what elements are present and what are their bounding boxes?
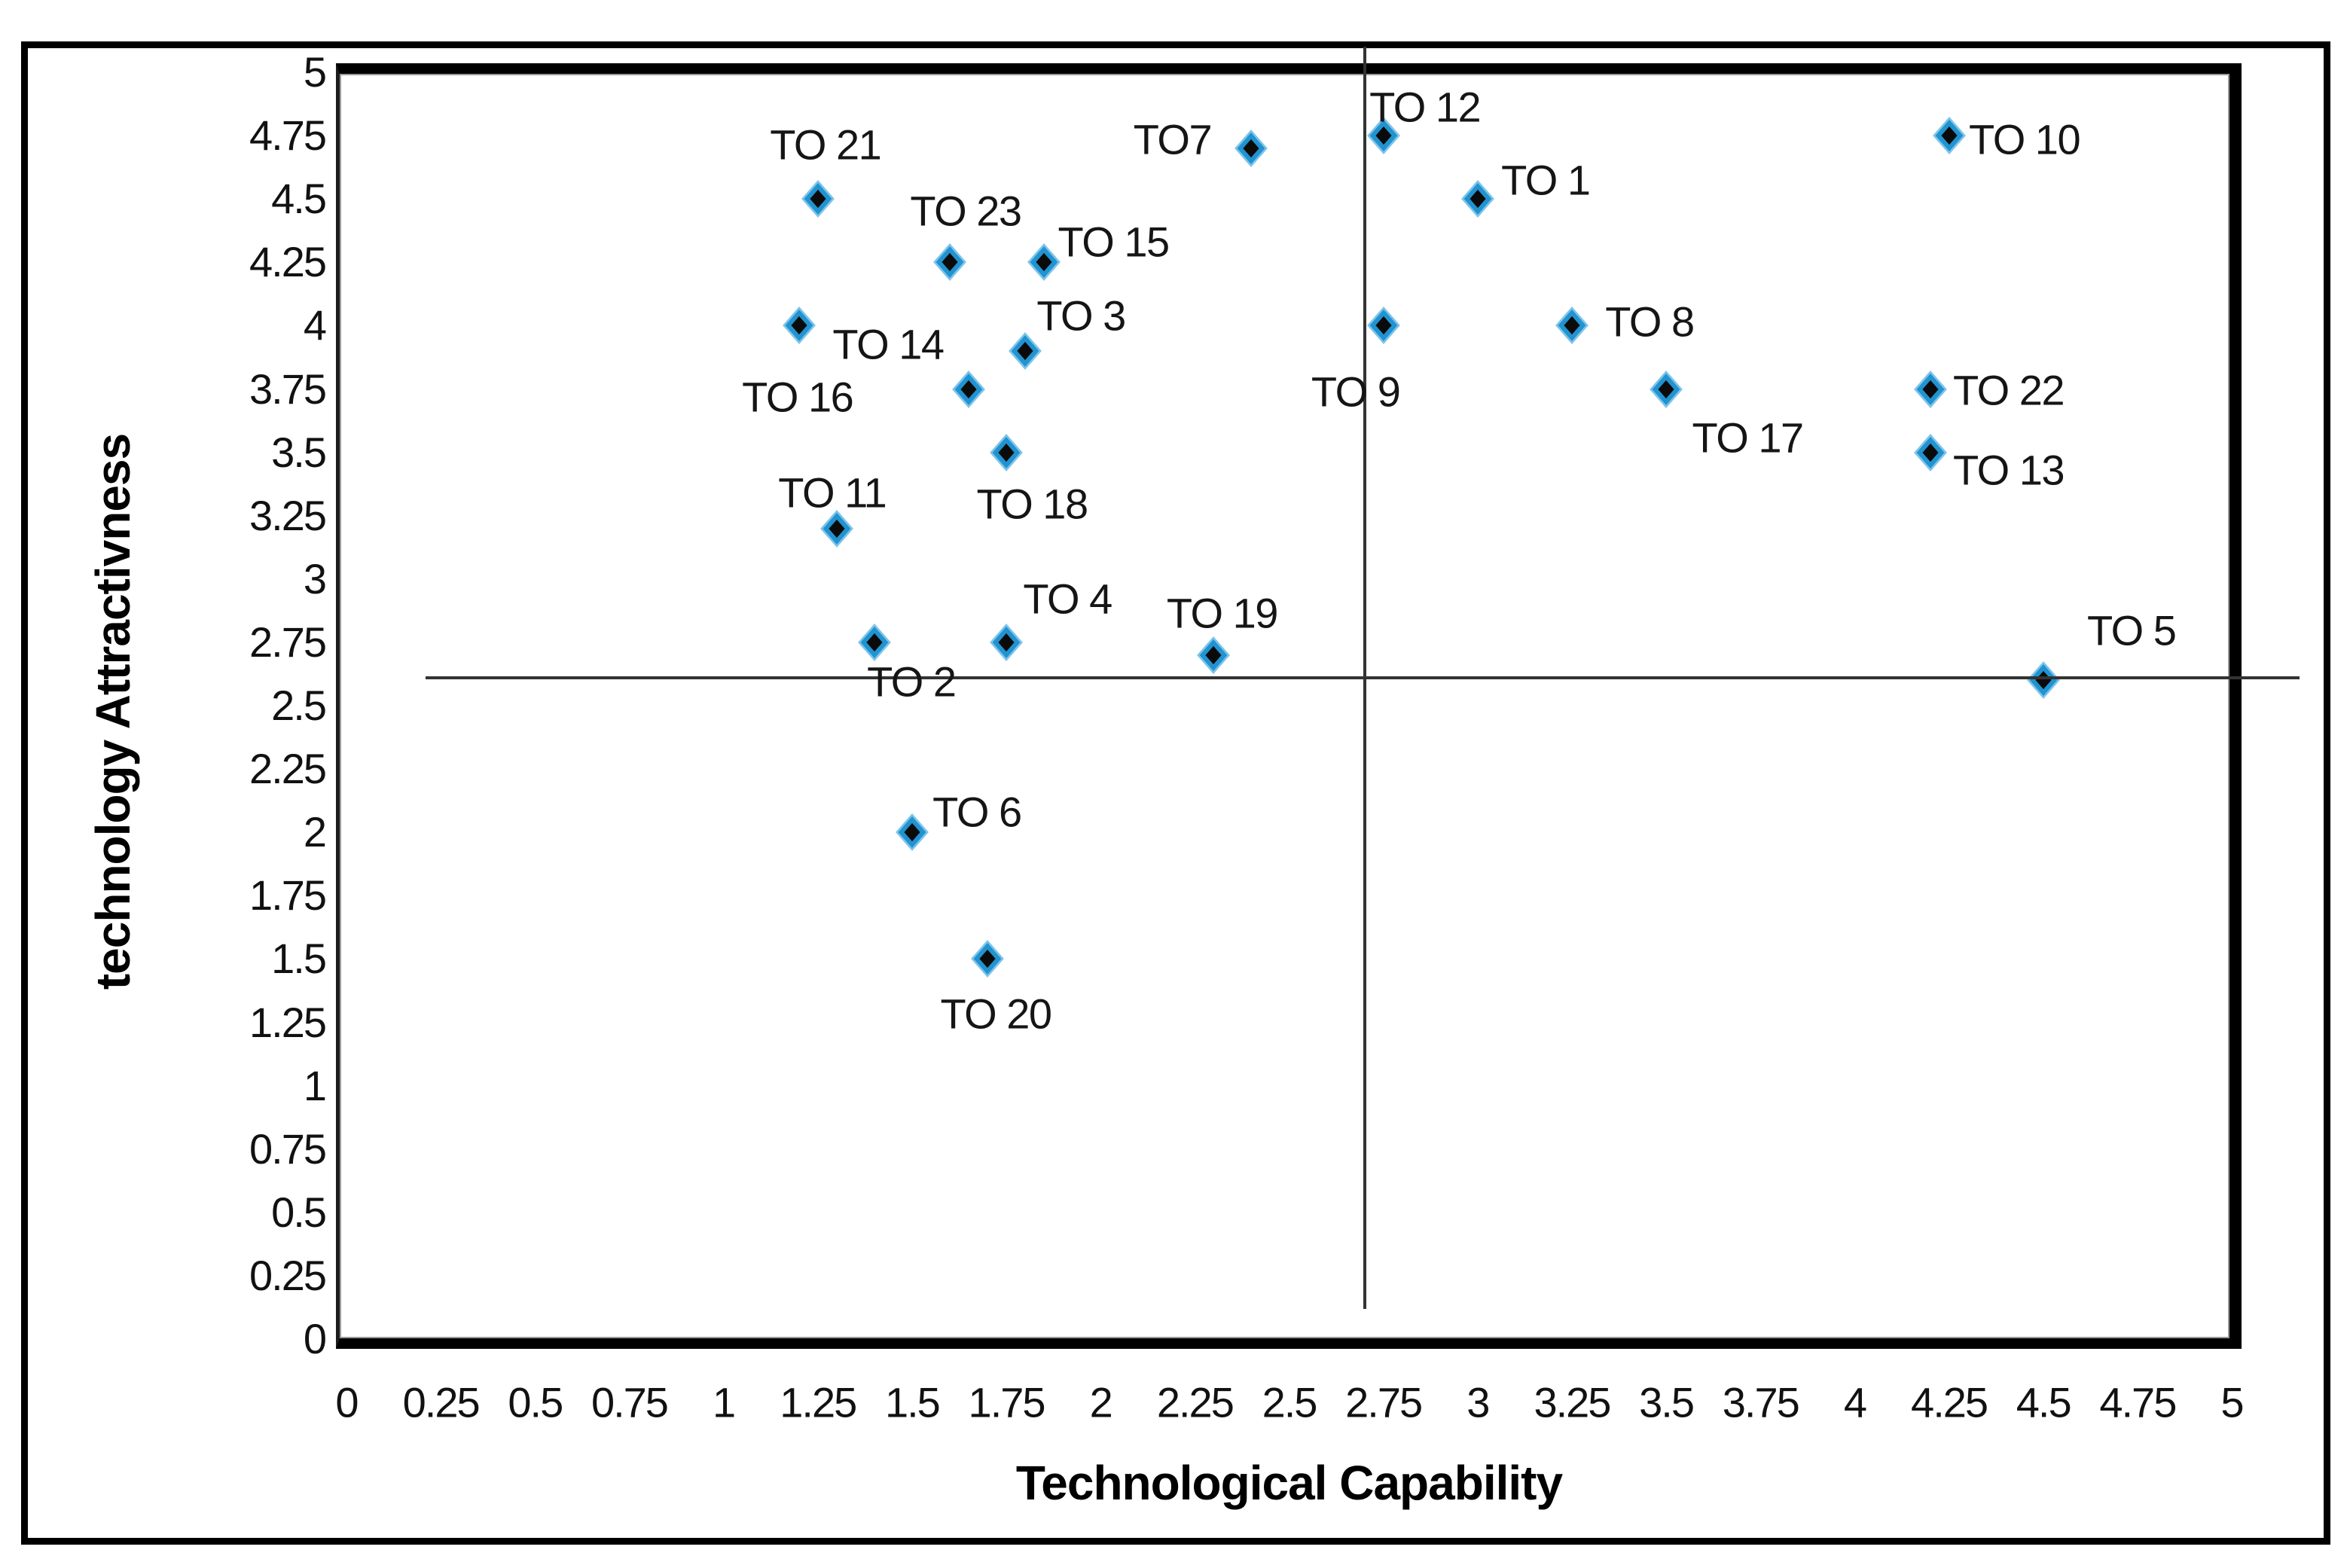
x-tick-label: 3.5: [1639, 1378, 1695, 1426]
data-point-label-TO-18: TO 18: [976, 480, 1088, 528]
y-tick-label: 1: [303, 1061, 327, 1109]
data-point-TO-17: [1647, 370, 1685, 408]
y-tick-label: 2.75: [249, 618, 327, 666]
data-point-TO-22: [1912, 370, 1949, 408]
data-point-TO-21: [799, 180, 837, 218]
horizontal-divider-line: [426, 676, 2300, 679]
x-tick-label: 0.25: [402, 1378, 481, 1426]
data-point-TO-2: [856, 623, 893, 661]
data-point-TO-18: [987, 433, 1025, 471]
data-point-label-TO-22: TO 22: [1952, 366, 2065, 413]
data-point-label-TO-8: TO 8: [1605, 297, 1695, 346]
y-tick-label: 3.75: [249, 365, 327, 413]
data-point-TO-23: [931, 243, 969, 282]
y-tick-label: 2.25: [249, 745, 327, 793]
y-tick-label: 4.25: [249, 238, 327, 286]
x-tick-label: 1.5: [884, 1378, 941, 1426]
data-point-TO-14: [950, 370, 987, 408]
data-point-TO-19: [1195, 636, 1232, 674]
x-axis-title: Technological Capability: [1015, 1456, 1563, 1510]
data-point-label-TO-13: TO 13: [1952, 446, 2065, 494]
x-tick-label: 1.25: [780, 1378, 857, 1426]
y-tick-label: 3.5: [271, 428, 327, 476]
y-tick-label: 4.5: [271, 175, 327, 223]
data-point-label-TO-23: TO 23: [910, 187, 1022, 235]
y-tick-label: 4: [303, 301, 327, 349]
data-point-label-TO-10: TO 10: [1968, 115, 2081, 163]
data-point-TO-20: [969, 940, 1006, 978]
data-point-label-TO-20: TO 20: [940, 990, 1052, 1038]
y-tick-label: 4.75: [249, 111, 327, 160]
y-tick-label: 0.75: [249, 1124, 327, 1173]
y-tick-label: 5: [303, 48, 327, 96]
y-tick-label: 0.5: [271, 1188, 327, 1236]
data-point-label-TO-5: TO 5: [2086, 606, 2177, 654]
data-point-TO-10: [1930, 117, 1968, 155]
data-point-label-TO-17: TO 17: [1692, 413, 1805, 461]
x-tick-label: 4.5: [2016, 1378, 2072, 1426]
x-tick-label: 2: [1089, 1378, 1113, 1426]
data-point-label-TO-1: TO 1: [1501, 156, 1591, 204]
data-point-TO-6: [893, 813, 931, 852]
data-point-TO-16: [780, 307, 818, 345]
data-point-label-TO-19: TO 19: [1166, 589, 1279, 637]
x-tick-label: 5: [2220, 1378, 2244, 1426]
data-point-label-TO-11: TO 11: [778, 468, 887, 517]
data-point-label-TO-15: TO 15: [1058, 218, 1170, 266]
x-tick-label: 4.25: [1911, 1378, 1988, 1426]
y-tick-label: 3.25: [249, 491, 327, 539]
y-tick-label: 3: [303, 554, 327, 602]
x-tick-label: 3: [1466, 1378, 1490, 1426]
plot-area-border: [336, 63, 2242, 1349]
y-tick-label: 2.5: [271, 682, 327, 729]
x-tick-label: 2.75: [1345, 1378, 1423, 1426]
y-tick-label: 0.25: [249, 1251, 327, 1299]
data-point-label-TO-21: TO 21: [770, 120, 882, 169]
x-tick-label: 4.75: [2099, 1378, 2177, 1426]
data-point-label-TO-12: TO 12: [1369, 83, 1482, 131]
data-point-TO-5: [2025, 661, 2062, 700]
x-tick-label: 3.25: [1534, 1378, 1611, 1426]
y-tick-label: 1.5: [271, 935, 327, 983]
data-point-label-TO-2: TO 2: [867, 657, 957, 706]
x-tick-label: 1.75: [968, 1378, 1046, 1426]
x-tick-label: 1: [713, 1378, 736, 1426]
y-tick-label: 0: [303, 1315, 327, 1362]
data-point-label-TO7: TO7: [1133, 115, 1213, 163]
data-point-TO-1: [1459, 180, 1497, 218]
data-point-TO-9: [1365, 307, 1402, 345]
data-point-label-TO-4: TO 4: [1023, 575, 1112, 623]
data-point-TO-13: [1912, 433, 1949, 471]
data-point-label-TO-6: TO 6: [932, 788, 1022, 836]
y-tick-label: 1.25: [249, 998, 327, 1046]
x-tick-label: 3.75: [1722, 1378, 1800, 1426]
data-point-label-TO-14: TO 14: [832, 320, 945, 368]
data-point-label-TO-3: TO 3: [1036, 291, 1126, 340]
x-tick-label: 2.5: [1262, 1378, 1318, 1426]
x-tick-label: 2.25: [1156, 1378, 1235, 1426]
y-tick-label: 1.75: [249, 871, 327, 920]
data-point-TO-8: [1553, 307, 1591, 345]
data-point-label-TO-9: TO 9: [1311, 368, 1401, 416]
data-point-label-TO-16: TO 16: [742, 373, 854, 421]
data-point-TO-4: [987, 623, 1025, 661]
data-point-TO7: [1232, 129, 1270, 167]
x-tick-label: 4: [1843, 1378, 1867, 1426]
x-tick-label: 0.75: [591, 1378, 669, 1426]
y-axis-title: technology Attractivness: [86, 433, 140, 990]
x-tick-label: 0: [335, 1378, 359, 1426]
y-tick-label: 2: [303, 808, 327, 856]
x-tick-label: 0.5: [508, 1378, 563, 1426]
